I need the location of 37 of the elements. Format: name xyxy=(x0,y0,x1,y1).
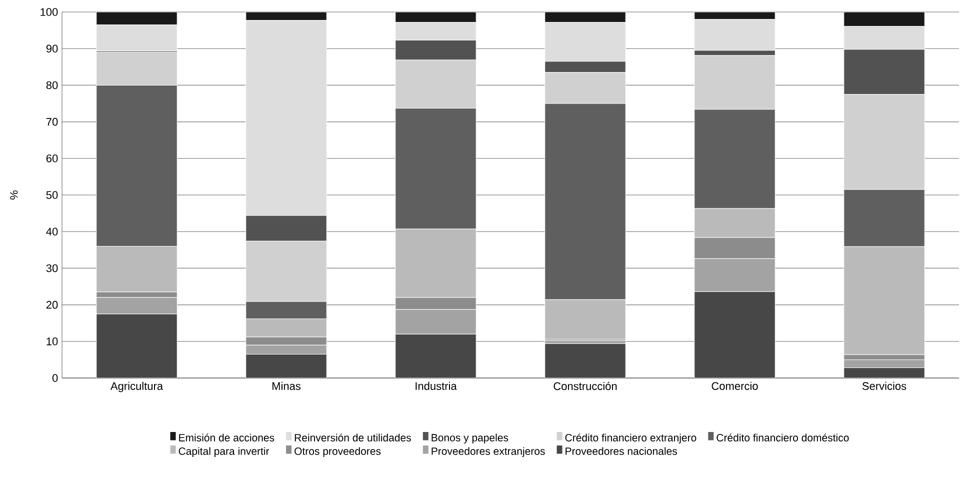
y-tick-label: 100 xyxy=(40,8,58,16)
bar xyxy=(694,291,776,378)
bar xyxy=(96,314,178,378)
bar xyxy=(844,12,925,27)
bar xyxy=(544,12,626,22)
x-tick-label: Comercio xyxy=(712,382,758,390)
y-tick-label: 90 xyxy=(46,44,58,52)
x-tick-label: Minas xyxy=(272,382,301,390)
bar xyxy=(544,343,626,378)
legend-label: Bonos y papeles xyxy=(432,434,508,444)
bar xyxy=(395,334,476,378)
y-tick-label: 50 xyxy=(46,191,58,199)
y-tick-label: 30 xyxy=(46,264,58,272)
bar xyxy=(844,368,925,378)
legend-label: Otros proveedores xyxy=(294,447,381,457)
legend-label: Capital para invertir xyxy=(178,447,270,457)
legend-label: Crédito financiero doméstico xyxy=(716,434,849,442)
y-tick-label: 80 xyxy=(46,81,58,90)
y-tick-label: 0 xyxy=(52,374,58,382)
y-tick-label: 10 xyxy=(46,338,58,346)
x-tick-label: Servicios xyxy=(862,382,906,390)
y-tick-label: 20 xyxy=(46,300,58,309)
y-tick-label: 70 xyxy=(46,118,58,126)
y-tick-label: 60 xyxy=(46,154,58,162)
bar xyxy=(96,12,178,26)
legend-label: Reinversión de utilidades xyxy=(294,434,411,442)
y-axis-title: % xyxy=(10,190,18,200)
legend-label: Proveedores nacionales xyxy=(566,447,678,455)
legend-label: Crédito financiero extranjero xyxy=(565,434,696,444)
x-tick-label: Industria xyxy=(416,382,457,390)
x-tick-label: Construcción xyxy=(554,382,617,390)
y-tick-label: 40 xyxy=(46,228,58,236)
bar xyxy=(395,12,476,22)
legend-label: Proveedores extranjeros xyxy=(432,447,545,457)
bar xyxy=(246,354,327,378)
x-tick-label: Agricultura xyxy=(110,382,164,392)
legend-label: Emisión de acciones xyxy=(179,434,274,442)
